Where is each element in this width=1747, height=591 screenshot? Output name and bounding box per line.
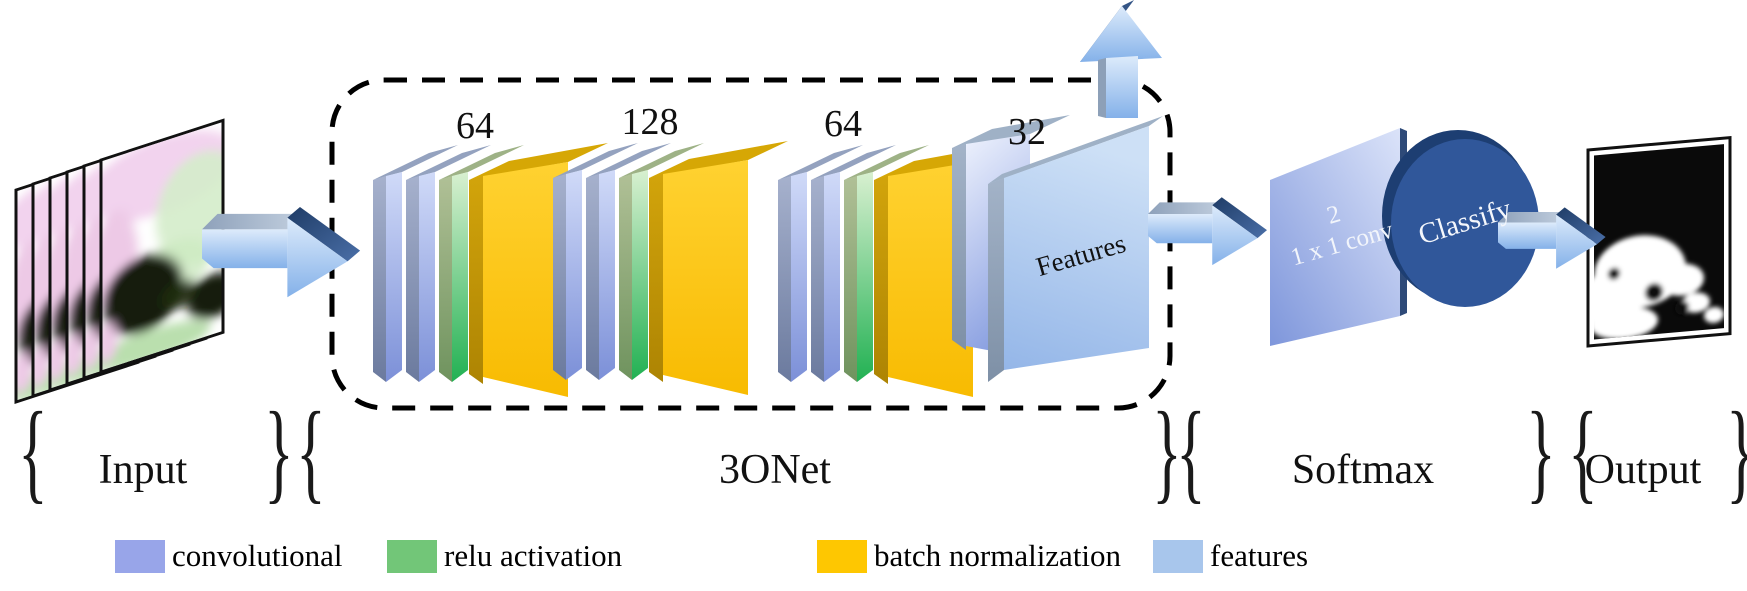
block-filters-128: 128	[621, 101, 679, 143]
block-filters-64b: 64	[824, 103, 862, 145]
brace-close-output: }	[1726, 396, 1747, 508]
conv-block-128	[553, 141, 788, 395]
up-arrow	[1080, 0, 1162, 118]
section-label-network: 3ONet	[719, 447, 831, 493]
legend-label-relu: relu activation	[444, 538, 623, 573]
brace-open-input: {	[18, 390, 48, 514]
legend-swatch-convolutional	[115, 540, 165, 573]
block-filters-32: 32	[1008, 111, 1046, 153]
section-label-input: Input	[98, 447, 188, 493]
brace-open-network: {	[296, 390, 326, 514]
arrow-input-to-network	[202, 207, 361, 298]
brace-close-network: }	[1152, 390, 1182, 514]
legend-swatch-batchnorm	[817, 540, 867, 573]
arrow-network-to-softmax	[1148, 197, 1267, 266]
legend-swatch-features	[1153, 540, 1203, 573]
brace-close-input: }	[264, 390, 294, 514]
legend-swatch-relu	[387, 540, 437, 573]
brace-close-softmax: }	[1526, 390, 1556, 514]
features-plate	[988, 116, 1163, 382]
legend-label-batchnorm: batch normalization	[874, 538, 1122, 573]
brace-open-softmax: {	[1176, 390, 1206, 514]
brace-open-output: {	[1568, 390, 1598, 514]
legend-label-features: features	[1210, 538, 1309, 573]
section-label-output: Output	[1584, 447, 1702, 493]
classify-ellipse	[1382, 130, 1539, 307]
block-filters-64: 64	[456, 105, 494, 147]
legend-label-convolutional: convolutional	[172, 538, 343, 573]
section-label-softmax: Softmax	[1291, 447, 1435, 493]
network-dashed-boundary	[329, 77, 1173, 411]
output-image	[1586, 135, 1732, 348]
